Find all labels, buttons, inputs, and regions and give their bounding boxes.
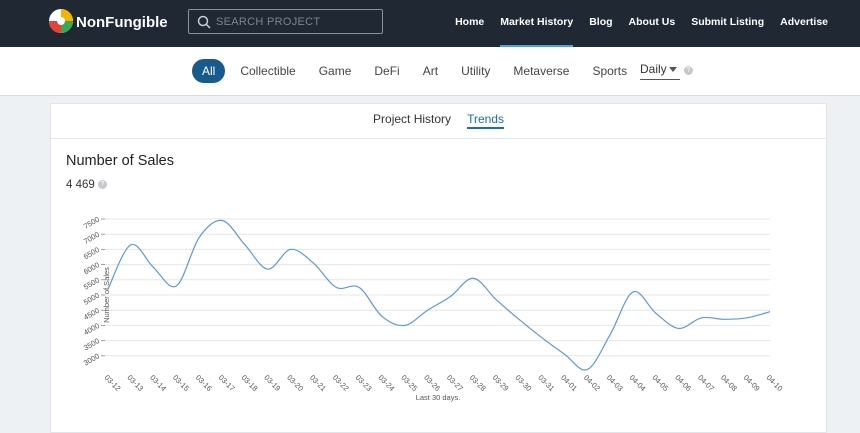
x-tick-label: 03-23	[354, 373, 374, 393]
category-pill[interactable]: Metaverse	[513, 64, 570, 78]
caret	[669, 67, 677, 72]
search-box[interactable]: SEARCH PROJECT	[188, 9, 383, 34]
x-tick-label: 04-02	[582, 373, 602, 393]
x-tick-label: 03-27	[445, 373, 465, 393]
tab[interactable]: Project History	[373, 112, 452, 126]
filter-bar: All Collectible Game DeFi Art Utility Metavers…	[0, 47, 860, 96]
x-tick-label: 03-26	[422, 373, 442, 393]
x-tick-label: 04-08	[719, 373, 739, 393]
x-tick-label: 03-29	[491, 373, 511, 393]
search-icon	[197, 15, 211, 29]
x-tick-label: 03-13	[125, 373, 145, 393]
x-tick-label: 03-20	[285, 373, 305, 393]
nav-link[interactable]: Home	[455, 16, 485, 28]
x-tick-label: 03-25	[399, 373, 419, 393]
x-tick-label: 04-09	[742, 373, 762, 393]
category-pill[interactable]: All	[192, 59, 226, 83]
x-tick-label: 04-05	[650, 373, 670, 393]
x-tick-label: 03-19	[262, 373, 282, 393]
card: Project History Trends Number of Sales 4 …	[50, 103, 827, 433]
search-placeholder: SEARCH PROJECT	[216, 16, 321, 28]
y-tick-label: 6500	[82, 245, 101, 261]
period-select[interactable]: Daily	[640, 62, 680, 80]
y-tick-label: 3000	[82, 351, 101, 367]
x-tick-label: 03-16	[194, 373, 214, 393]
category-filters: All Collectible Game DeFi Art Utility Metavers…	[192, 59, 642, 83]
x-tick-label: 03-24	[377, 373, 397, 393]
x-tick-label: 04-03	[605, 373, 625, 393]
x-tick-label: 03-12	[103, 373, 123, 393]
x-tick-label: 03-31	[536, 373, 556, 393]
y-tick-label: 6000	[82, 260, 101, 276]
category-pill[interactable]: DeFi	[374, 64, 400, 78]
category-pill[interactable]: Game	[318, 64, 352, 78]
nav: Home Market History Blog About Us Submit Lis…	[455, 0, 828, 47]
nav-link[interactable]: Blog	[589, 16, 613, 28]
logo[interactable]: NonFungible	[76, 14, 168, 31]
y-tick-label: 7000	[82, 230, 101, 246]
y-tick-label: 7500	[82, 215, 101, 231]
x-tick-label: 04-04	[628, 373, 648, 393]
x-tick-label: 03-28	[468, 373, 488, 393]
period-label: Daily	[640, 62, 667, 76]
category-pill[interactable]: Sports	[592, 64, 628, 78]
header: NonFungible SEARCH PROJECT Home Market Hi…	[0, 0, 860, 47]
y-tick-label: 3500	[82, 336, 101, 352]
x-tick-label: 03-18	[240, 373, 260, 393]
tabs: Project History Trends	[51, 104, 826, 139]
nav-link[interactable]: Market History	[500, 0, 574, 47]
x-tick-label: 03-17	[217, 373, 237, 393]
tab[interactable]: Trends	[467, 104, 504, 129]
nav-link[interactable]: Submit Listing	[691, 16, 765, 28]
x-tick-label: 03-22	[331, 373, 351, 393]
help-icon[interactable]: ?	[97, 180, 107, 190]
category-pill[interactable]: Art	[422, 64, 439, 78]
y-tick-label: 5000	[82, 291, 101, 307]
x-tick-label: 04-06	[673, 373, 693, 393]
y-axis-label: Number of Sales	[102, 267, 111, 323]
x-tick-label: 03-15	[171, 373, 191, 393]
x-tick-label: 04-07	[696, 373, 716, 393]
x-tick-label: 04-01	[559, 373, 579, 393]
summary: 4 469?	[66, 179, 107, 191]
summary-value: 4 469	[66, 179, 95, 191]
category-pill[interactable]: Collectible	[240, 64, 296, 78]
x-axis-label: Last 30 days.	[416, 393, 461, 402]
nav-link[interactable]: About Us	[628, 16, 676, 28]
y-tick-label: 4500	[82, 306, 101, 322]
x-tick-label: 03-30	[513, 373, 533, 393]
logo-icon	[49, 9, 73, 33]
x-tick-label: 03-21	[308, 373, 328, 393]
x-tick-label: 03-14	[148, 373, 168, 393]
chart-title: Number of Sales	[66, 153, 174, 169]
x-tick-label: 04-10	[765, 373, 785, 393]
help-icon[interactable]: ?	[684, 66, 693, 75]
y-tick-label: 5500	[82, 275, 101, 291]
category-pill[interactable]: Utility	[461, 64, 491, 78]
y-tick-label: 4000	[82, 321, 101, 337]
sales-line	[107, 219, 771, 371]
nav-link[interactable]: Advertise	[780, 16, 828, 28]
